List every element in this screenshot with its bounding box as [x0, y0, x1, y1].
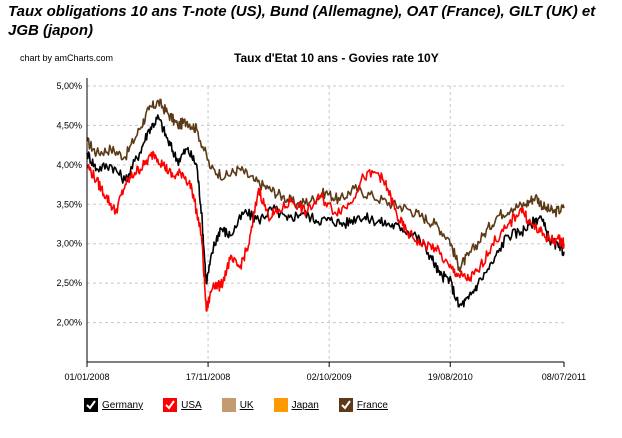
- x-tick-label: 19/08/2010: [428, 372, 473, 382]
- y-tick-label: 4,00%: [56, 160, 82, 170]
- legend-item-uk[interactable]: UK: [221, 398, 254, 412]
- chart-credit[interactable]: chart by amCharts.com: [20, 53, 114, 63]
- legend-item-france[interactable]: France: [338, 398, 388, 412]
- chart-legend: Germany USA UK Japan France: [84, 398, 408, 412]
- y-tick-label: 4,50%: [56, 120, 82, 130]
- legend-color-box[interactable]: [221, 398, 236, 412]
- series-line-usa: [86, 150, 565, 312]
- legend-item-japan[interactable]: Japan: [273, 398, 319, 412]
- y-tick-label: 2,00%: [56, 318, 82, 328]
- legend-color-box[interactable]: [273, 398, 288, 412]
- legend-checkbox-icon[interactable]: [163, 398, 178, 412]
- y-tick-label: 3,00%: [56, 239, 82, 249]
- y-tick-label: 2,50%: [56, 278, 82, 288]
- legend-label: Germany: [102, 399, 144, 411]
- x-tick-label: 17/11/2008: [186, 372, 230, 382]
- page-title: Taux obligations 10 ans T-note (US), Bun…: [8, 3, 596, 39]
- legend-item-germany[interactable]: Germany: [84, 398, 143, 412]
- series-line-france: [86, 98, 565, 273]
- x-tick-label: 08/07/2011: [542, 372, 586, 382]
- legend-label: France: [356, 399, 388, 411]
- legend-checkbox-icon[interactable]: [84, 398, 98, 412]
- chart-title: Taux d'Etat 10 ans - Govies rate 10Y: [234, 51, 439, 65]
- x-tick-label: 01/01/2008: [64, 372, 109, 382]
- y-tick-label: 3,50%: [56, 199, 82, 209]
- legend-label: UK: [239, 399, 254, 411]
- legend-item-usa[interactable]: USA: [163, 398, 202, 412]
- legend-label: Japan: [291, 399, 319, 411]
- legend-label: USA: [181, 399, 202, 411]
- y-tick-label: 5,00%: [56, 81, 82, 91]
- legend-checkbox-icon[interactable]: [338, 398, 353, 412]
- series-line-germany: [86, 114, 565, 308]
- x-tick-label: 02/10/2009: [307, 372, 352, 382]
